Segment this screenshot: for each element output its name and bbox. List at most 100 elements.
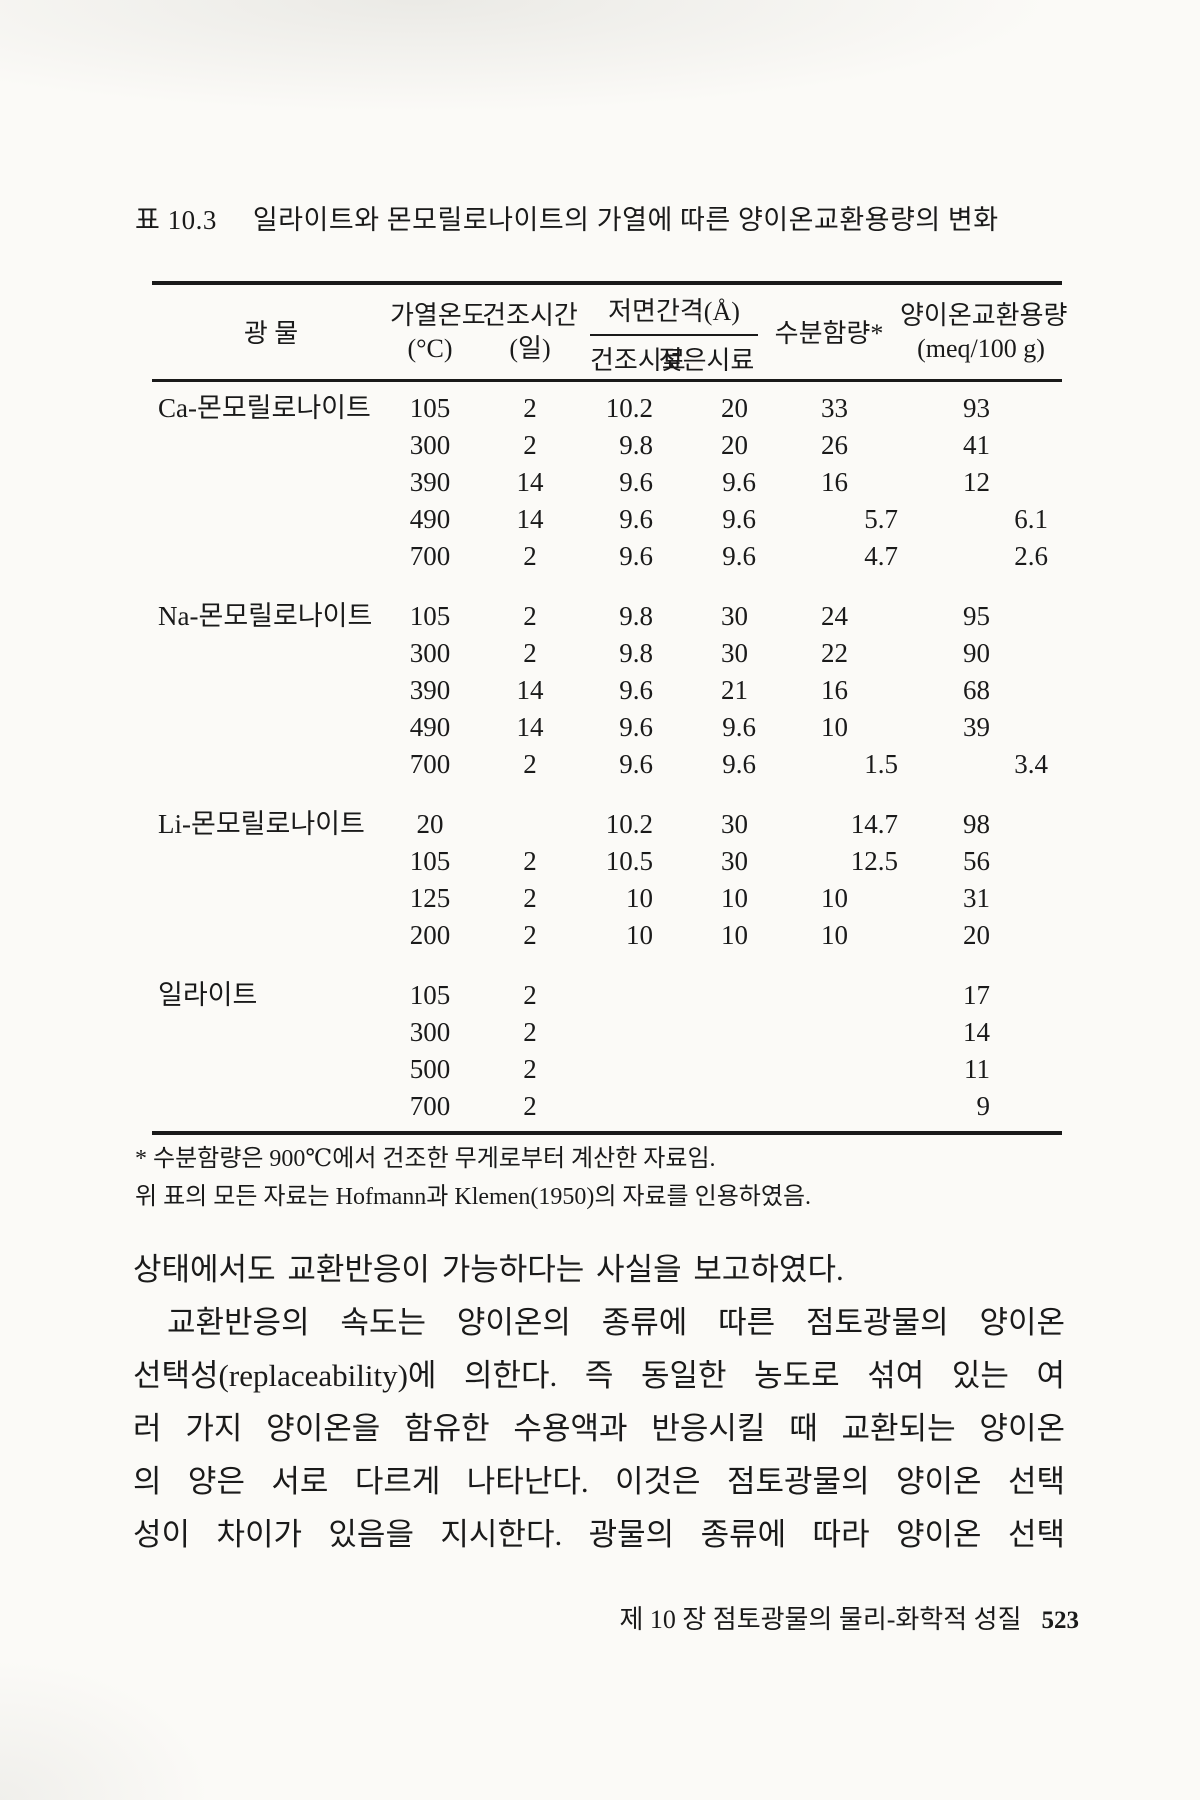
table-cell: [655, 1051, 758, 1088]
header-cec-label: 양이온교환용량: [900, 300, 1068, 330]
table-cell: 9.8: [619, 637, 653, 668]
table-cell: 2: [523, 1053, 537, 1084]
mineral-name: [152, 843, 390, 880]
table-cell: 9.6: [722, 503, 756, 534]
table-cell: 490: [409, 503, 451, 534]
mineral-name: [152, 880, 390, 917]
table-cell: 39: [963, 711, 990, 742]
table-cell: 2: [523, 637, 537, 668]
table-cell: 56: [963, 845, 990, 876]
table-row: Na-몬모릴로나이트 105 2 9.8 30 24 95: [152, 575, 1062, 635]
header-moisture: 수분함량*: [774, 319, 884, 349]
table-cell: 14: [963, 1016, 990, 1047]
body-text: 상태에서도 교환반응이 가능하다는 사실을 보고하였다. 교환반응의 속도는 양이…: [133, 1243, 1065, 1561]
header-heating-temp-unit: (°C): [407, 333, 453, 363]
mineral-name: [152, 917, 390, 954]
mineral-name: [152, 538, 390, 575]
table-row: 일라이트 105 2 17: [152, 954, 1062, 1014]
table-row: 300 2 9.8 30 22 90: [152, 635, 1062, 672]
table-cell: 9: [976, 1090, 991, 1121]
table-cell: 1.5: [864, 748, 898, 779]
table-row: 390 14 9.6 21 16 68: [152, 672, 1062, 709]
data-table: 광 물 가열온도 (°C) 건조시간 (일) 저면간격(Å) 수분함량*: [152, 281, 1068, 1135]
table-cell: 9.6: [619, 540, 653, 571]
table-cell: 300: [409, 1016, 451, 1047]
table-cell: 31: [963, 882, 990, 913]
table-row: 125 2 10 10 10 31: [152, 880, 1062, 917]
table-cell: 11: [964, 1053, 990, 1084]
table-cell: 300: [409, 429, 451, 460]
table-cell: 16: [821, 466, 848, 497]
table-title-text: 일라이트와 몬모릴로나이트의 가열에 따른 양이온교환용량의 변화: [252, 205, 999, 235]
table-cell: [655, 1014, 758, 1051]
table-cell: 200: [409, 919, 451, 950]
table-cell: 30: [721, 637, 748, 668]
table-cell: 2: [523, 845, 537, 876]
mineral-name: [152, 464, 390, 501]
table-cell: 14: [516, 711, 544, 742]
header-basal-spacing: 저면간격(Å): [590, 283, 758, 336]
table-cell: 10.2: [605, 392, 653, 423]
table-number: 표 10.3: [135, 205, 217, 235]
table-cell: 2: [523, 1090, 537, 1121]
table-cell: 2: [523, 919, 537, 950]
header-heating-temp-label: 가열온도: [390, 300, 486, 330]
table-row: 700 2 9.6 9.6 1.5 3.4: [152, 746, 1062, 783]
table-cell: 2: [523, 392, 537, 423]
table-cell: 9.8: [619, 429, 653, 460]
table-row: 390 14 9.6 9.6 16 12: [152, 464, 1062, 501]
table-cell: 2: [523, 1016, 537, 1047]
table-cell: 3.4: [1014, 748, 1048, 779]
mineral-name: [152, 1088, 390, 1133]
table-row: 700 2 9.6 9.6 4.7 2.6: [152, 538, 1062, 575]
header-cec-unit: (meq/100 g): [917, 333, 1045, 363]
table-cell: [758, 1014, 900, 1051]
table-cell: [758, 1051, 900, 1088]
mineral-name: [152, 672, 390, 709]
table-cell: 10: [626, 882, 653, 913]
table-cell: 22: [821, 637, 848, 668]
mineral-name: [152, 1014, 390, 1051]
table-cell: 14.7: [850, 808, 898, 839]
table-cell: 30: [721, 808, 748, 839]
table-cell: 10.5: [605, 845, 653, 876]
table-cell: 125: [409, 882, 451, 913]
header-mineral: 광 물: [243, 319, 299, 349]
header-cec: 양이온교환용량 (meq/100 g): [900, 283, 1068, 380]
table-cell: 9.8: [619, 600, 653, 631]
table-cell: 2: [523, 540, 537, 571]
table-cell: 9.6: [619, 503, 653, 534]
mineral-name: Ca-몬모릴로나이트: [158, 392, 371, 423]
body-text-line: 의 양은 서로 다르게 나타난다. 이것은 점토광물의 양이온 선택: [133, 1464, 1065, 1499]
footnote-line: * 수분함량은 900℃에서 건조한 무게로부터 계산한 자료임.: [135, 1146, 716, 1172]
table-row: 700 2 9: [152, 1088, 1062, 1133]
table-cell: 10: [721, 882, 748, 913]
header-drying-time-label: 건조시간: [482, 300, 578, 330]
table-cell: 700: [409, 1090, 451, 1121]
table-title: 표 10.3 일라이트와 몬모릴로나이트의 가열에 따른 양이온교환용량의 변화: [135, 198, 1065, 237]
table-cell: [590, 1088, 655, 1133]
table-cell: 10: [626, 919, 653, 950]
table-cell: 2: [523, 429, 537, 460]
table-cell: 14: [516, 503, 544, 534]
table-cell: [590, 954, 655, 1014]
mineral-name: [152, 1051, 390, 1088]
table-cell: 490: [409, 711, 451, 742]
mineral-name: [152, 635, 390, 672]
table-cell: 300: [409, 637, 451, 668]
table-cell: 26: [821, 429, 848, 460]
mineral-name: [152, 746, 390, 783]
table-cell: 68: [963, 674, 990, 705]
table-cell: 5.7: [864, 503, 898, 534]
table-cell: 30: [721, 600, 748, 631]
page-footer: 제 10 장 점토광물의 물리-화학적 성질 523: [0, 1599, 1079, 1636]
table-row: 200 2 10 10 10 20: [152, 917, 1062, 954]
table-cell: 700: [409, 748, 451, 779]
table-cell: 10: [721, 919, 748, 950]
table-cell: 105: [409, 392, 451, 423]
table-row: 490 14 9.6 9.6 10 39: [152, 709, 1062, 746]
table-cell: 20: [416, 808, 444, 839]
table-row: Ca-몬모릴로나이트 105 2 10.2 20 33 93: [152, 380, 1062, 427]
body-text-line: 교환반응의 속도는 양이온의 종류에 따른 점토광물의 양이온: [167, 1305, 1065, 1340]
